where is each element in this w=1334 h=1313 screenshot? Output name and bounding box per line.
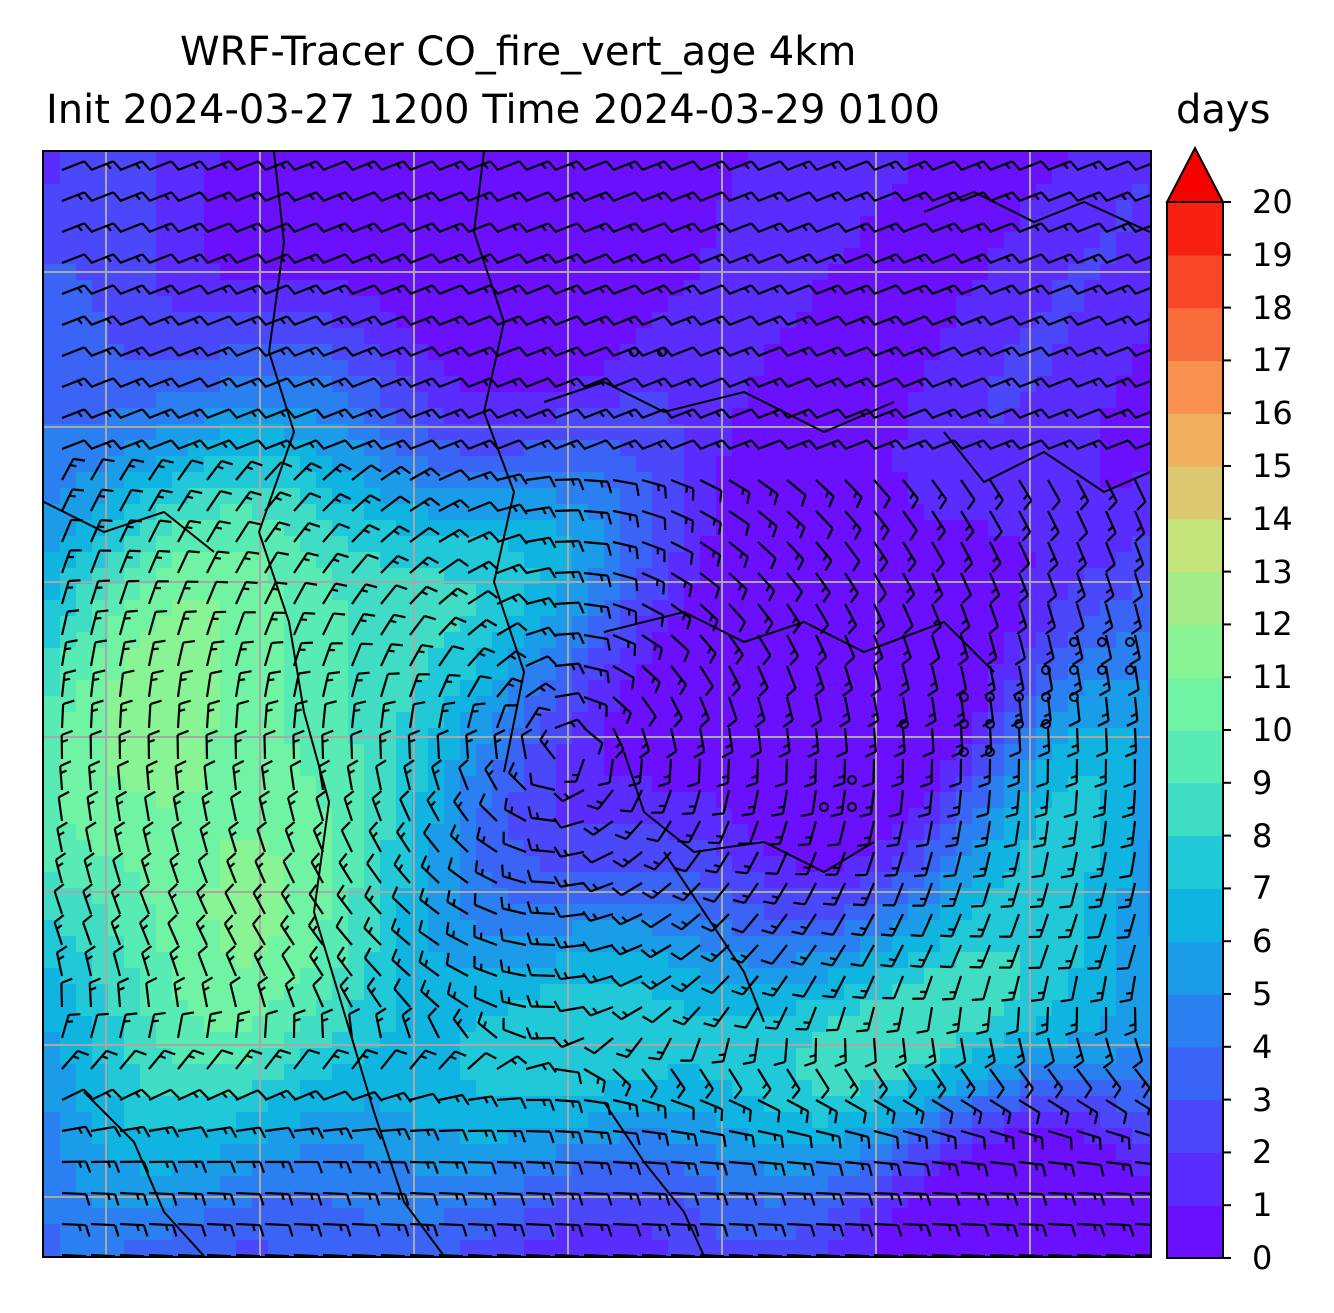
colorbar-extend-arrow: [1165, 145, 1225, 203]
calm-wind-marker: [847, 775, 857, 785]
colorbar-segment: [1167, 360, 1223, 414]
calm-wind-marker: [899, 719, 909, 729]
calm-wind-marker: [959, 692, 969, 702]
colorbar-segment: [1167, 624, 1223, 678]
calm-wind-marker: [985, 719, 995, 729]
colorbar-segment: [1167, 677, 1223, 731]
tracer-age-contour-fill: [44, 152, 1150, 1256]
calm-wind-marker: [1097, 637, 1107, 647]
calm-wind-marker: [629, 347, 639, 357]
colorbar-segment: [1167, 466, 1223, 520]
colorbar-segment: [1167, 835, 1223, 889]
colorbar-segment: [1167, 307, 1223, 361]
colorbar-tick-label: 17: [1252, 341, 1293, 380]
calm-wind-marker: [1069, 692, 1079, 702]
calm-wind-marker: [819, 802, 829, 812]
calm-wind-marker: [1014, 719, 1024, 729]
colorbar-segment: [1167, 941, 1223, 995]
colorbar-tick-label: 5: [1252, 975, 1273, 1013]
colorbar-tick-label: 14: [1252, 499, 1293, 538]
colorbar-segment: [1167, 1152, 1223, 1206]
tracer-age-field: [44, 152, 1150, 1256]
colorbar-tick-label: 1: [1252, 1186, 1273, 1225]
colorbar-tick-label: 0: [1252, 1239, 1273, 1277]
colorbar-tick-label: 12: [1252, 605, 1293, 644]
colorbar-tick-label: 10: [1252, 711, 1293, 749]
colorbar-tick-label: 6: [1252, 922, 1273, 961]
colorbar-segment: [1167, 730, 1223, 784]
colorbar-tick-label: 19: [1252, 235, 1293, 274]
colorbar-segment: [1167, 994, 1223, 1048]
map-title-line2: Init 2024-03-27 1200 Time 2024-03-29 010…: [46, 87, 940, 133]
map-panel: [42, 150, 1152, 1258]
wind-barbs: [53, 160, 1150, 1256]
colorbar-segment: [1167, 571, 1223, 625]
calm-wind-marker: [1041, 719, 1051, 729]
calm-wind-marker: [1125, 637, 1135, 647]
colorbar-segment: [1167, 1046, 1223, 1101]
colorbar-segment: [1167, 413, 1223, 467]
map-title-line1: WRF-Tracer CO_fire_vert_age 4km: [180, 29, 857, 75]
colorbar-tick-label: 13: [1252, 552, 1293, 591]
colorbar-tick-label: 7: [1252, 869, 1273, 908]
colorbar-segment: [1167, 202, 1223, 256]
colorbar-tick-label: 8: [1252, 816, 1273, 855]
colorbar-segment: [1167, 782, 1223, 837]
colorbar-tick-label: 4: [1252, 1027, 1273, 1066]
calm-wind-marker: [657, 347, 667, 357]
colorbar-segment: [1167, 518, 1223, 573]
calm-wind-marker: [959, 719, 969, 729]
colorbar-tick-label: 3: [1252, 1080, 1273, 1119]
graticule: [44, 152, 1150, 1256]
colorbar-units: days: [1176, 87, 1271, 133]
colorbar-tick-label: 18: [1252, 288, 1293, 327]
colorbar: [1165, 145, 1231, 1259]
colorbar-tick-label: 2: [1252, 1133, 1273, 1172]
colorbar-segment: [1167, 254, 1223, 309]
calm-wind-marker: [1069, 637, 1079, 647]
calm-wind-marker: [1014, 692, 1024, 702]
calm-wind-marker: [1125, 665, 1135, 675]
colorbar-tick-label: 20: [1252, 183, 1293, 221]
colorbar-segment: [1167, 1099, 1223, 1153]
calm-wind-marker: [985, 692, 995, 702]
colorbar-segment: [1167, 888, 1223, 942]
calm-wind-marker: [1041, 665, 1051, 675]
calm-wind-marker: [985, 747, 995, 757]
colorbar-segment: [1167, 1205, 1223, 1259]
colorbar-tick-label: 11: [1252, 658, 1293, 697]
calm-wind-marker: [1041, 692, 1051, 702]
colorbar-tick-label: 9: [1252, 763, 1273, 802]
colorbar-tick-label: 16: [1252, 394, 1293, 433]
calm-wind-marker: [959, 747, 969, 757]
colorbar-tick-label: 15: [1252, 447, 1293, 485]
calm-wind-marker: [1069, 665, 1079, 675]
calm-wind-marker: [847, 802, 857, 812]
calm-wind-marker: [1097, 665, 1107, 675]
